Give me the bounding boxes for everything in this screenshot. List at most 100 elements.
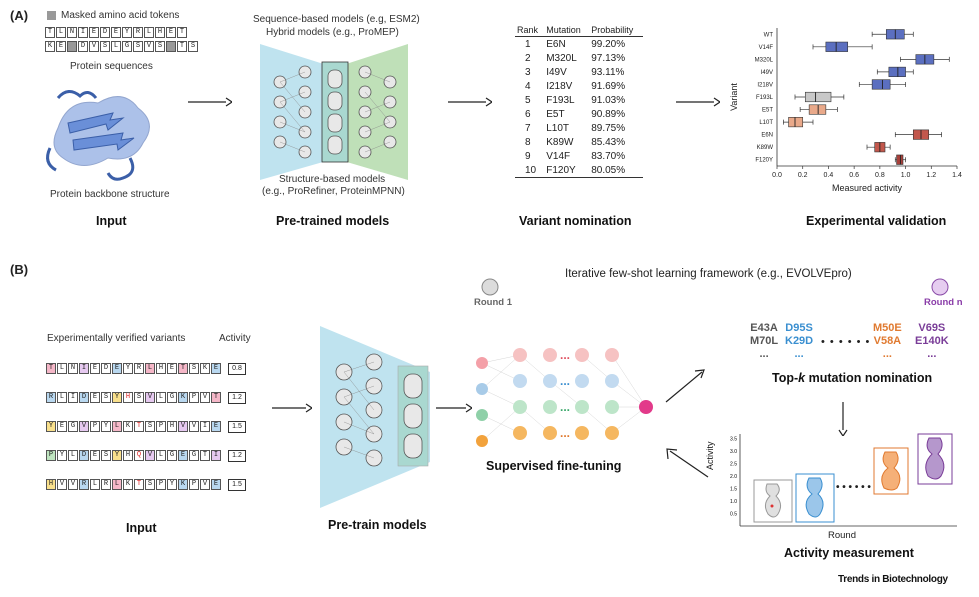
aa-token: Q (134, 450, 144, 461)
aa-token: S (189, 363, 199, 374)
aa-token: H (123, 450, 133, 461)
round-n-violin (917, 433, 953, 485)
x-tick-label: 0.0 (772, 172, 782, 179)
aa-token: G (167, 450, 177, 461)
table-cell: 89.75% (591, 122, 626, 134)
table-cell: 10 (515, 163, 545, 178)
table-cell: V14F (546, 150, 571, 162)
activity-y-tick: 3.0 (730, 449, 737, 455)
aa-token: L (68, 450, 78, 461)
round-1-violin (753, 479, 793, 523)
aa-token: I (200, 421, 210, 432)
aa-token: K (200, 363, 210, 374)
table-row: 10 F120Y 80.05% (515, 163, 643, 178)
aa-token: V (189, 421, 199, 432)
mutation-label: E43A (750, 322, 778, 334)
aa-token: S (155, 41, 165, 52)
aa-token: Y (167, 479, 177, 490)
y-tick-label: V14F (759, 45, 774, 51)
x-tick-label: 1.2 (926, 172, 936, 179)
aa-token: T (134, 479, 144, 490)
aa-token: E (178, 450, 188, 461)
table-cell: 9 (525, 150, 531, 162)
aa-token: D (101, 363, 111, 374)
table-cell: 83.70% (591, 150, 626, 162)
round-2-violin (795, 473, 835, 523)
table-cell: 3 (525, 66, 531, 78)
aa-token: Y (123, 363, 133, 374)
aa-token: L (90, 479, 100, 490)
aa-token: V (68, 479, 78, 490)
aa-token: H (123, 392, 133, 403)
aa-token: T (211, 392, 221, 403)
activity-value: 1.2 (228, 392, 246, 404)
masked-token-swatch (47, 11, 56, 20)
table-cell: 90.89% (591, 108, 626, 120)
aa-token: K (178, 479, 188, 490)
table-row: 2 M320L 97.13% (515, 51, 643, 65)
experimental-validation-boxplot: WT V14F M320L I49V I218V F193L E5T L10T E6N K89W F… (729, 28, 962, 193)
activity-value: 1.2 (228, 450, 246, 462)
aa-token: L (111, 41, 121, 52)
table-row: 9 V14F 83.70% (515, 149, 643, 163)
svg-text:...: ... (560, 400, 570, 414)
table-cell: F120Y (544, 163, 590, 178)
table-cell: E5T (546, 108, 565, 120)
aa-token: S (133, 41, 143, 52)
aa-token: H (167, 421, 177, 432)
aa-token: P (90, 421, 100, 432)
mutation-label: ... (927, 348, 937, 360)
round-axis-label: Round (828, 530, 856, 541)
table-cell: I218V (546, 80, 573, 92)
arrow-right-icon (188, 97, 232, 107)
aa-token: E (166, 27, 176, 38)
table-header: Rank (515, 24, 545, 37)
aa-token: L (112, 479, 122, 490)
y-tick-label: E5T (762, 108, 773, 114)
svg-text:...: ... (560, 374, 570, 388)
aa-token: G (189, 450, 199, 461)
aa-token: N (67, 27, 77, 38)
mutation-label: M70L (750, 335, 779, 347)
pretrain-title: Pre-train models (328, 518, 427, 532)
svg-text:...: ... (560, 348, 570, 362)
aa-token: Y (101, 421, 111, 432)
aa-token: L (57, 392, 67, 403)
mutation-label: K29D (785, 335, 814, 347)
activity-label: Activity (219, 333, 251, 344)
aa-token: L (56, 27, 66, 38)
mutation-group: V69S E140K... (915, 322, 949, 361)
box-I49V (888, 66, 906, 77)
aa-token: I (68, 392, 78, 403)
encoder-decoder-model-icon (260, 44, 408, 180)
aa-token: S (145, 421, 155, 432)
arrow-up-right-icon (665, 369, 705, 403)
aa-token: L (112, 421, 122, 432)
pretrained-title: Pre-trained models (276, 214, 390, 228)
x-tick-label: 0.2 (798, 172, 808, 179)
table-row: 3 I49V 93.11% (515, 65, 643, 79)
aa-token: T (178, 363, 188, 374)
round-timeline (481, 278, 949, 296)
aa-token: T (177, 41, 187, 52)
aa-token: L (156, 450, 166, 461)
table-cell: 5 (525, 94, 531, 106)
aa-token: E (211, 421, 221, 432)
aa-token: V (145, 450, 155, 461)
aa-token: P (189, 479, 199, 490)
table-header: Probability (589, 24, 643, 37)
aa-token: Y (112, 392, 122, 403)
aa-token: S (101, 450, 111, 461)
aa-token: S (134, 392, 144, 403)
y-axis-label: Variant (729, 83, 739, 111)
aa-token: S (145, 479, 155, 490)
aa-token: E (90, 363, 100, 374)
y-tick-label: I218V (757, 82, 773, 88)
table-cell: 4 (525, 80, 531, 92)
svg-text:• • • • • •: • • • • • • (836, 482, 871, 493)
x-tick-label: 0.8 (875, 172, 885, 179)
